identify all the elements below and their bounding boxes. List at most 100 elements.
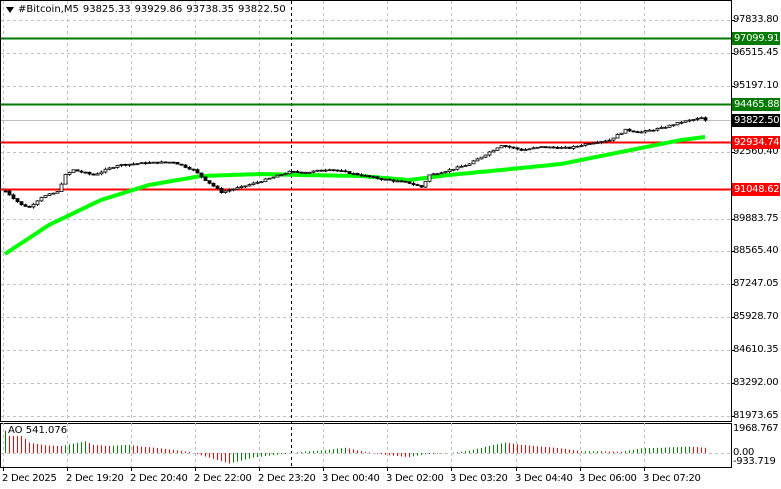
time-axis-label: 3 Dec 02:00 [386, 473, 444, 484]
candle-body [295, 171, 300, 173]
candle-body [83, 171, 88, 174]
candle-body [163, 161, 168, 164]
price-axis-label: 92560.40 [733, 145, 779, 157]
candle-body [283, 173, 288, 176]
price-axis-label: 97833.80 [733, 13, 779, 25]
candle-body [231, 188, 236, 191]
candle-body [451, 168, 456, 171]
time-axis-label: 3 Dec 00:40 [322, 473, 380, 484]
candle-body [539, 146, 544, 149]
triangle-down-icon[interactable] [6, 6, 14, 13]
candle-body [23, 204, 28, 207]
candle-body [27, 205, 32, 208]
candle-body [199, 172, 204, 178]
candle-body [291, 170, 296, 173]
candle-body [303, 171, 308, 174]
candle-body [687, 119, 692, 122]
candle-body [627, 128, 632, 132]
candle-body [59, 183, 64, 192]
candle-body [175, 161, 180, 165]
candle-body [379, 178, 384, 180]
candle-body [555, 147, 560, 149]
candle-body [655, 128, 660, 131]
candle-body [543, 146, 548, 149]
candle-body [7, 190, 12, 196]
level-price-tag: 97099.91 [732, 31, 780, 45]
candle-body [387, 178, 392, 181]
candle-body [319, 169, 324, 172]
candle-body [359, 174, 364, 177]
candle-body [371, 176, 376, 179]
ohlc-close: 93822.50 [238, 4, 286, 15]
candle-body [31, 203, 36, 208]
ohlc-low: 93738.35 [186, 4, 234, 15]
candle-body [559, 147, 564, 149]
time-axis-label: 2 Dec 23:20 [258, 473, 316, 484]
candle-body [223, 190, 228, 193]
candle-body [79, 170, 84, 173]
candle-body [239, 185, 244, 188]
candle-body [227, 189, 232, 192]
candle-body [331, 169, 336, 172]
candle-body [255, 181, 260, 184]
candle-body [39, 197, 44, 202]
candle-body [487, 151, 492, 156]
main-plot-frame [0, 0, 732, 422]
candle-body [507, 145, 512, 148]
candle-body [299, 171, 304, 174]
candle-body [591, 142, 596, 145]
candle-body [595, 142, 600, 144]
candle-body [643, 130, 648, 133]
candle-body [107, 167, 112, 170]
candle-body [479, 156, 484, 160]
candle-body [159, 161, 164, 164]
candle-body [699, 117, 704, 120]
candle-body [499, 145, 504, 149]
chart-title: #Bitcoin,M5 93825.33 93929.86 93738.35 9… [6, 4, 286, 15]
candle-body [523, 149, 528, 151]
candle-body [87, 171, 92, 175]
candle-body [275, 174, 280, 178]
ao-axis-bottom: -933.719 [733, 456, 776, 467]
candle-body [211, 182, 216, 187]
time-axis-label: 3 Dec 04:40 [515, 473, 573, 484]
candle-body [363, 175, 368, 177]
candle-body [399, 180, 404, 183]
price-axis-label: 85928.70 [733, 310, 779, 322]
candle-body [691, 119, 696, 121]
price-axis-label: 84610.35 [733, 343, 779, 355]
candle-body [307, 171, 312, 174]
price-axis-label: 96515.45 [733, 46, 779, 58]
candle-body [599, 141, 604, 143]
ohlc-high: 93929.86 [134, 4, 183, 15]
candle-body [587, 143, 592, 146]
candle-body [315, 169, 320, 172]
candle-body [531, 147, 536, 150]
ohlc-open: 93825.33 [82, 4, 131, 15]
candle-body [495, 147, 500, 151]
candle-body [71, 169, 76, 173]
candle-body [75, 169, 80, 172]
candle-body [19, 201, 24, 206]
candle-body [679, 121, 684, 124]
time-axis-label: 2 Dec 20:40 [130, 473, 188, 484]
price-axis-label: 87247.05 [733, 277, 779, 289]
candle-body [279, 174, 284, 177]
candle-body [67, 171, 72, 175]
candle-body [415, 184, 420, 186]
candle-body [183, 164, 188, 168]
candle-body [271, 176, 276, 179]
candle-body [339, 170, 344, 173]
moving-average-line [3, 135, 706, 256]
level-price-tag: 91048.62 [732, 182, 780, 196]
time-axis-label: 3 Dec 07:20 [643, 473, 701, 484]
candle-body [91, 173, 96, 176]
candle-body [143, 162, 148, 165]
candle-body [323, 169, 328, 172]
candle-body [327, 169, 332, 172]
candle-body [343, 170, 348, 173]
price-axis-label: 89883.75 [733, 212, 779, 224]
candle-body [463, 165, 468, 167]
candle-body [103, 168, 108, 173]
